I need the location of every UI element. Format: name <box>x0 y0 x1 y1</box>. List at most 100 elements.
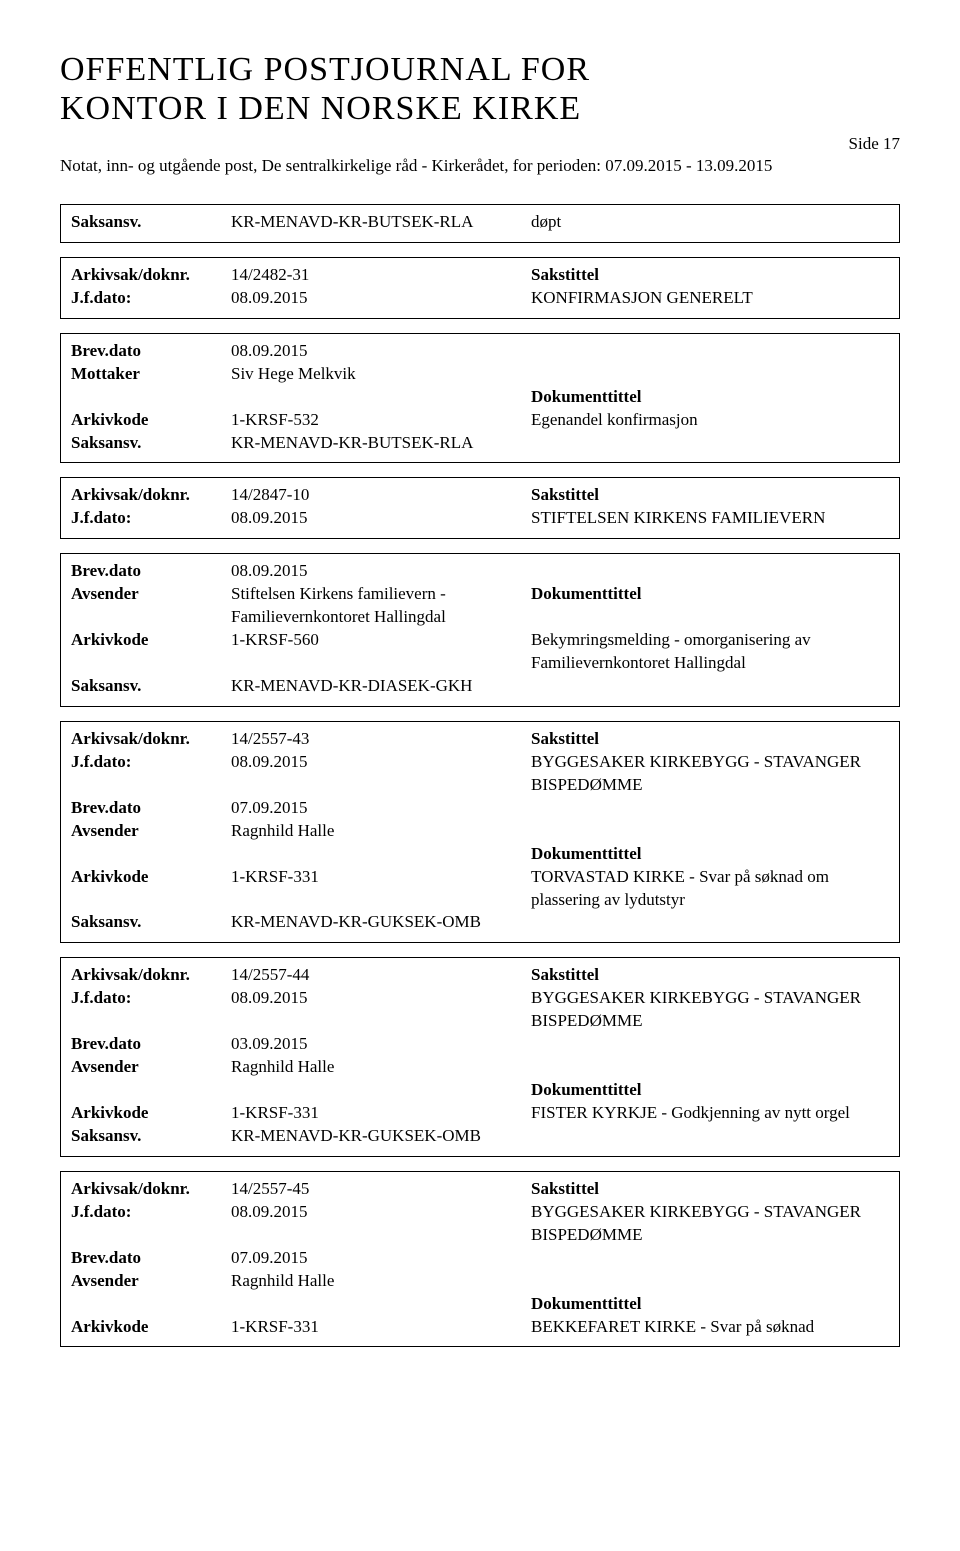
record-block: Brev.dato08.09.2015AvsenderStiftelsen Ki… <box>60 553 900 707</box>
record-row: Arkivsak/doknr.14/2557-45Sakstittel <box>71 1178 889 1201</box>
row-mid-value <box>231 386 531 409</box>
row-label: Brev.dato <box>71 797 231 820</box>
row-mid-value: Ragnhild Halle <box>231 820 531 843</box>
row-mid-value: 07.09.2015 <box>231 797 531 820</box>
row-right-label: Sakstittel <box>531 728 889 751</box>
row-mid-value: 08.09.2015 <box>231 340 531 363</box>
record-row: MottakerSiv Hege Melkvik <box>71 363 889 386</box>
row-label: J.f.dato: <box>71 987 231 1033</box>
row-label: Arkivkode <box>71 866 231 912</box>
row-mid-value: KR-MENAVD-KR-GUKSEK-OMB <box>231 1125 531 1148</box>
row-label: Avsender <box>71 583 231 629</box>
row-mid-value: KR-MENAVD-KR-DIASEK-GKH <box>231 675 531 698</box>
row-label: Arkivsak/doknr. <box>71 964 231 987</box>
row-mid-value <box>231 843 531 866</box>
row-label <box>71 843 231 866</box>
row-mid-value: 14/2557-43 <box>231 728 531 751</box>
record-row: J.f.dato:08.09.2015KONFIRMASJON GENERELT <box>71 287 889 310</box>
record-row: Dokumenttittel <box>71 1293 889 1316</box>
row-right-value: BYGGESAKER KIRKEBYGG - STAVANGER BISPEDØ… <box>531 751 889 797</box>
row-right-label: Sakstittel <box>531 964 889 987</box>
record-row: Arkivsak/doknr.14/2847-10Sakstittel <box>71 484 889 507</box>
record-row: Arkivsak/doknr.14/2557-44Sakstittel <box>71 964 889 987</box>
row-right <box>531 911 889 934</box>
record-block: Saksansv.KR-MENAVD-KR-BUTSEK-RLAdøpt <box>60 204 900 243</box>
record-block: Arkivsak/doknr.14/2557-45SakstittelJ.f.d… <box>60 1171 900 1348</box>
row-right-label: Sakstittel <box>531 264 889 287</box>
row-right-label: Dokumenttittel <box>531 386 889 409</box>
row-right: BEKKEFARET KIRKE - Svar på søknad <box>531 1316 889 1339</box>
row-right-value: Bekymringsmelding - omorganisering av Fa… <box>531 629 889 675</box>
record-block: Arkivsak/doknr.14/2557-43SakstittelJ.f.d… <box>60 721 900 943</box>
row-label: Arkivsak/doknr. <box>71 728 231 751</box>
row-label: Arkivsak/doknr. <box>71 1178 231 1201</box>
row-label <box>71 1079 231 1102</box>
row-mid-value: 1-KRSF-331 <box>231 866 531 912</box>
title-line-1: OFFENTLIG POSTJOURNAL FOR <box>60 51 590 88</box>
row-label: Saksansv. <box>71 432 231 455</box>
row-right-value: STIFTELSEN KIRKENS FAMILIEVERN <box>531 507 889 530</box>
row-label <box>71 386 231 409</box>
row-mid-value: KR-MENAVD-KR-BUTSEK-RLA <box>231 211 531 234</box>
row-right-label: Dokumenttittel <box>531 1079 889 1102</box>
record-row: Arkivkode1-KRSF-532Egenandel konfirmasjo… <box>71 409 889 432</box>
row-mid-value: Ragnhild Halle <box>231 1056 531 1079</box>
record-row: Arkivsak/doknr.14/2557-43Sakstittel <box>71 728 889 751</box>
record-row: J.f.dato:08.09.2015BYGGESAKER KIRKEBYGG … <box>71 1201 889 1247</box>
page-number: Side 17 <box>60 134 900 154</box>
record-row: J.f.dato:08.09.2015BYGGESAKER KIRKEBYGG … <box>71 751 889 797</box>
row-right-label: Sakstittel <box>531 484 889 507</box>
row-mid-value: KR-MENAVD-KR-GUKSEK-OMB <box>231 911 531 934</box>
record-row: Dokumenttittel <box>71 386 889 409</box>
row-right: Sakstittel <box>531 728 889 751</box>
row-label: Saksansv. <box>71 1125 231 1148</box>
record-row: Saksansv.KR-MENAVD-KR-BUTSEK-RLA <box>71 432 889 455</box>
row-right: Dokumenttittel <box>531 1293 889 1316</box>
row-right-value: BYGGESAKER KIRKEBYGG - STAVANGER BISPEDØ… <box>531 1201 889 1247</box>
row-label: Arkivsak/doknr. <box>71 264 231 287</box>
record-row: Arkivsak/doknr.14/2482-31Sakstittel <box>71 264 889 287</box>
row-mid-value: 08.09.2015 <box>231 507 531 530</box>
row-mid-value: 07.09.2015 <box>231 1247 531 1270</box>
row-right <box>531 1056 889 1079</box>
row-right-label: Sakstittel <box>531 1178 889 1201</box>
record-row: Brev.dato07.09.2015 <box>71 1247 889 1270</box>
row-mid-value: 08.09.2015 <box>231 560 531 583</box>
row-right-value: BEKKEFARET KIRKE - Svar på søknad <box>531 1316 889 1339</box>
row-mid-value: 14/2482-31 <box>231 264 531 287</box>
record-row: Brev.dato07.09.2015 <box>71 797 889 820</box>
row-label: J.f.dato: <box>71 751 231 797</box>
row-mid-value: 14/2557-45 <box>231 1178 531 1201</box>
row-label: Arkivkode <box>71 409 231 432</box>
row-mid-value: 08.09.2015 <box>231 1201 531 1247</box>
record-row: Arkivkode1-KRSF-331TORVASTAD KIRKE - Sva… <box>71 866 889 912</box>
row-label: J.f.dato: <box>71 507 231 530</box>
row-mid-value: 1-KRSF-532 <box>231 409 531 432</box>
row-right <box>531 797 889 820</box>
record-block: Arkivsak/doknr.14/2557-44SakstittelJ.f.d… <box>60 957 900 1157</box>
row-right: Dokumenttittel <box>531 386 889 409</box>
row-right <box>531 560 889 583</box>
row-right: Sakstittel <box>531 1178 889 1201</box>
record-row: Dokumenttittel <box>71 843 889 866</box>
row-right-value: døpt <box>531 211 889 234</box>
title-line-2: KONTOR I DEN NORSKE KIRKE <box>60 90 581 127</box>
row-label: Brev.dato <box>71 1033 231 1056</box>
record-row: Saksansv.KR-MENAVD-KR-DIASEK-GKH <box>71 675 889 698</box>
row-right: TORVASTAD KIRKE - Svar på søknad om plas… <box>531 866 889 912</box>
row-right <box>531 1125 889 1148</box>
row-right <box>531 432 889 455</box>
row-right <box>531 675 889 698</box>
row-label: Brev.dato <box>71 1247 231 1270</box>
row-mid-value: Siv Hege Melkvik <box>231 363 531 386</box>
record-row: AvsenderRagnhild Halle <box>71 1270 889 1293</box>
row-right: BYGGESAKER KIRKEBYGG - STAVANGER BISPEDØ… <box>531 1201 889 1247</box>
record-row: Arkivkode1-KRSF-560Bekymringsmelding - o… <box>71 629 889 675</box>
row-mid-value: KR-MENAVD-KR-BUTSEK-RLA <box>231 432 531 455</box>
row-mid-value: 08.09.2015 <box>231 287 531 310</box>
row-mid-value: 08.09.2015 <box>231 751 531 797</box>
row-right <box>531 363 889 386</box>
record-row: Arkivkode1-KRSF-331FISTER KYRKJE - Godkj… <box>71 1102 889 1125</box>
record-row: Dokumenttittel <box>71 1079 889 1102</box>
row-label: Avsender <box>71 1056 231 1079</box>
